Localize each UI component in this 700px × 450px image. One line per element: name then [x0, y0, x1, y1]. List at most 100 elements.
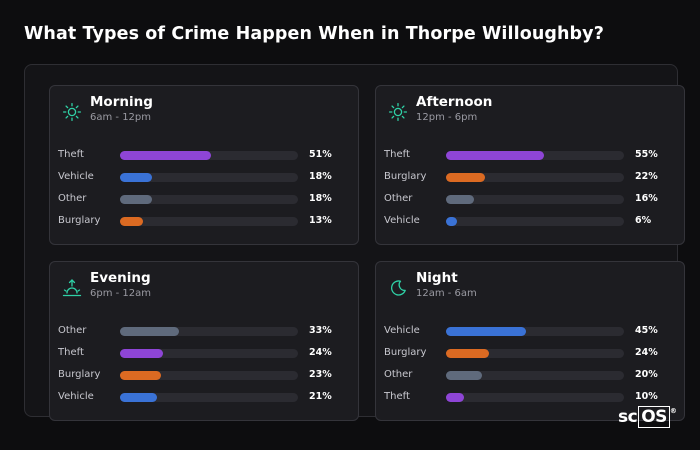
bar-value-label: 18% [309, 171, 332, 182]
bar-value-label: 33% [309, 325, 332, 336]
logo-prefix: sc [618, 407, 638, 427]
bar-row: Vehicle 18% [58, 170, 358, 184]
bar-row: Other 16% [384, 192, 684, 206]
bar-fill [120, 151, 211, 160]
bar-row: Burglary 13% [58, 214, 358, 228]
bar-row: Theft 24% [58, 346, 358, 360]
bar-value-label: 16% [635, 193, 658, 204]
bar-value-label: 51% [309, 149, 332, 160]
bar-track [446, 371, 624, 380]
bar-fill [120, 217, 143, 226]
bar-category-label: Burglary [58, 369, 101, 380]
bar-value-label: 24% [309, 347, 332, 358]
bar-row: Theft 55% [384, 148, 684, 162]
bar-track [120, 371, 298, 380]
bar-track [446, 173, 624, 182]
bar-category-label: Theft [58, 149, 84, 160]
bar-value-label: 20% [635, 369, 658, 380]
bar-fill [120, 195, 152, 204]
chart-title: What Types of Crime Happen When in Thorp… [24, 24, 604, 44]
panel-title: Afternoon [416, 94, 493, 110]
bar-fill [446, 371, 482, 380]
bar-row: Vehicle 6% [384, 214, 684, 228]
bar-track [120, 327, 298, 336]
bar-track [120, 393, 298, 402]
bar-value-label: 10% [635, 391, 658, 402]
bar-track [446, 349, 624, 358]
bar-category-label: Theft [384, 149, 410, 160]
bar-value-label: 6% [635, 215, 652, 226]
bar-category-label: Burglary [384, 347, 427, 358]
bar-fill [446, 151, 544, 160]
bar-row: Other 18% [58, 192, 358, 206]
bar-category-label: Vehicle [384, 215, 420, 226]
bar-fill [446, 173, 485, 182]
bar-track [120, 217, 298, 226]
bar-category-label: Theft [384, 391, 410, 402]
panel-night: Night 12am - 6am Vehicle 45% Burglary 24% Othe… [375, 261, 685, 421]
panel-title: Morning [90, 94, 153, 110]
bar-category-label: Theft [58, 347, 84, 358]
bar-value-label: 18% [309, 193, 332, 204]
bar-row: Vehicle 45% [384, 324, 684, 338]
bar-category-label: Vehicle [58, 391, 94, 402]
bar-row: Theft 51% [58, 148, 358, 162]
bar-fill [120, 371, 161, 380]
panel-title: Evening [90, 270, 151, 286]
bar-value-label: 22% [635, 171, 658, 182]
panel-afternoon: Afternoon 12pm - 6pm Theft 55% Burglary 22% Ot… [375, 85, 685, 245]
bar-fill [446, 393, 464, 402]
bar-fill [120, 327, 179, 336]
bar-value-label: 23% [309, 369, 332, 380]
bar-track [446, 393, 624, 402]
bar-category-label: Other [58, 325, 87, 336]
bar-value-label: 45% [635, 325, 658, 336]
bar-value-label: 21% [309, 391, 332, 402]
bar-category-label: Vehicle [58, 171, 94, 182]
bar-fill [446, 349, 489, 358]
bar-category-label: Other [58, 193, 87, 204]
bar-track [446, 151, 624, 160]
bar-track [120, 151, 298, 160]
bar-track [446, 195, 624, 204]
bar-fill [446, 217, 457, 226]
panel-time-range: 12am - 6am [416, 288, 477, 299]
bar-category-label: Other [384, 369, 413, 380]
bar-track [120, 173, 298, 182]
panel-time-range: 6pm - 12am [90, 288, 152, 299]
bar-fill [446, 327, 526, 336]
bar-track [446, 327, 624, 336]
moon-icon [388, 278, 408, 298]
panel-morning: Morning 6am - 12pm Theft 51% Vehicle 18% Other… [49, 85, 359, 245]
bar-track [120, 349, 298, 358]
logo-boxed: OS [638, 406, 670, 428]
bar-row: Burglary 24% [384, 346, 684, 360]
bar-row: Burglary 23% [58, 368, 358, 382]
bar-value-label: 55% [635, 149, 658, 160]
bar-track [120, 195, 298, 204]
bar-value-label: 24% [635, 347, 658, 358]
bar-value-label: 13% [309, 215, 332, 226]
bar-category-label: Burglary [384, 171, 427, 182]
bar-track [446, 217, 624, 226]
bar-row: Burglary 22% [384, 170, 684, 184]
panel-title: Night [416, 270, 458, 286]
sun-icon [62, 102, 82, 122]
panel-time-range: 6am - 12pm [90, 112, 152, 123]
bar-row: Other 20% [384, 368, 684, 382]
bar-row: Vehicle 21% [58, 390, 358, 404]
panel-time-range: 12pm - 6pm [416, 112, 478, 123]
sun-icon [388, 102, 408, 122]
bar-category-label: Burglary [58, 215, 101, 226]
bar-category-label: Vehicle [384, 325, 420, 336]
bar-row: Theft 10% [384, 390, 684, 404]
bar-fill [120, 349, 163, 358]
sunset-icon [62, 278, 82, 298]
panel-evening: Evening 6pm - 12am Other 33% Theft 24% Burglar… [49, 261, 359, 421]
bar-fill [120, 173, 152, 182]
bar-row: Other 33% [58, 324, 358, 338]
scos-logo: sc OS ® [618, 406, 677, 428]
logo-reg: ® [669, 407, 677, 415]
bar-fill [446, 195, 474, 204]
bar-category-label: Other [384, 193, 413, 204]
